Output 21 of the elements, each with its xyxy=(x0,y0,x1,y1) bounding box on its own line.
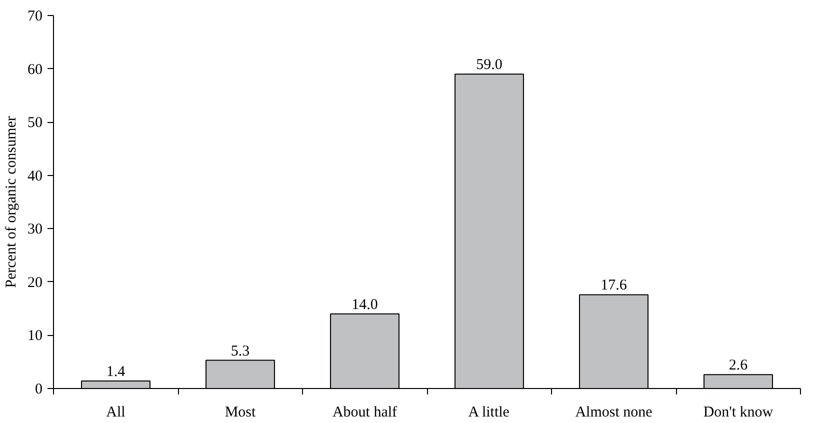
x-tick-label: Don't know xyxy=(703,404,774,420)
x-tick-label: All xyxy=(106,404,126,420)
data-label: 14.0 xyxy=(352,296,378,313)
y-tick-label: 20 xyxy=(28,274,42,291)
x-tick-label: A little xyxy=(468,404,510,420)
x-tick-label: Almost none xyxy=(575,404,653,420)
data-label: 17.6 xyxy=(600,278,628,294)
y-tick-label: 70 xyxy=(28,8,42,24)
y-tick-label: 60 xyxy=(28,62,42,78)
y-tick-label: 40 xyxy=(28,168,42,184)
y-tick-label: 10 xyxy=(28,328,42,344)
data-label: 1.4 xyxy=(106,364,126,380)
y-tick-label: 30 xyxy=(28,222,42,238)
y-tick-label: 50 xyxy=(28,115,42,132)
y-axis-title: Percent of organic consumer xyxy=(4,116,20,288)
x-tick-label: About half xyxy=(332,404,398,420)
data-label: 2.6 xyxy=(728,358,748,374)
x-tick-label: Most xyxy=(224,404,257,420)
y-tick-label: 0 xyxy=(35,382,42,398)
data-label: 59.0 xyxy=(476,57,502,74)
data-label: 5.3 xyxy=(230,343,250,360)
